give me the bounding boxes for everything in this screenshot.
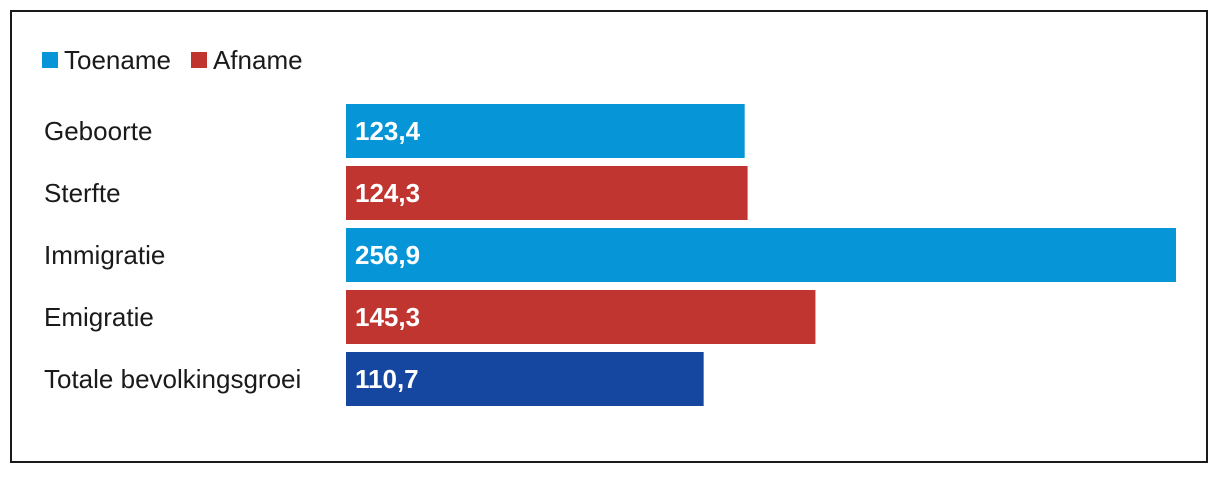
bar-geboorte (346, 104, 745, 158)
legend-label-toename: Toename (64, 44, 171, 75)
category-label-sterfte: Sterfte (44, 178, 121, 208)
bar-sterfte (346, 166, 748, 220)
legend-label-afname: Afname (212, 44, 303, 75)
value-label-emigratie: 145,3 (355, 302, 420, 332)
legend-item-toename: Toename (42, 45, 171, 76)
legend-item-afname: Afname (190, 44, 303, 76)
category-label-totale-bevolkingsgroei: Totale bevolkingsgroei (44, 364, 301, 394)
bar-totale-bevolkingsgroei (346, 352, 704, 406)
category-label-geboorte: Geboorte (44, 116, 152, 146)
bar-emigratie (346, 290, 816, 344)
value-label-immigratie: 256,9 (355, 240, 420, 270)
legend-swatch-toename (42, 52, 58, 68)
value-label-totale-bevolkingsgroei: 110,7 (355, 364, 419, 394)
value-label-geboorte: 123,4 (355, 116, 421, 146)
bar-immigratie (346, 228, 1176, 282)
legend-swatch-afname (190, 52, 207, 68)
chart-frame (10, 10, 1208, 463)
legend: Toename Afname (42, 44, 303, 76)
value-label-sterfte: 124,3 (355, 178, 420, 208)
category-label-emigratie: Emigratie (44, 302, 154, 332)
category-label-immigratie: Immigratie (44, 240, 165, 270)
